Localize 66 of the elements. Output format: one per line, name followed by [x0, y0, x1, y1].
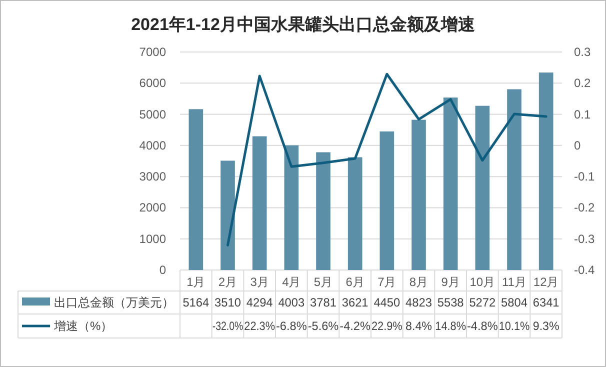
data-label: 8.4%	[406, 319, 433, 333]
y2-tick-label: 0.1	[574, 107, 592, 122]
data-label: -5.6%	[308, 319, 340, 333]
y2-tick-label: -0.1	[574, 170, 596, 184]
data-label: 3510	[214, 296, 242, 310]
data-label: 22.9%	[372, 319, 406, 333]
data-label: 14.8%	[435, 319, 470, 333]
bar	[475, 106, 490, 270]
data-label: 3621	[342, 296, 369, 310]
y-tick-label: 1000	[139, 232, 166, 246]
x-tick-label: 11月	[502, 275, 526, 289]
y-tick-label: 5000	[139, 107, 166, 122]
bar	[507, 89, 522, 270]
bar	[412, 120, 426, 270]
data-label: 4003	[278, 296, 305, 310]
data-label: -6.8%	[276, 319, 308, 333]
x-tick-label: 8月	[409, 275, 428, 289]
y-tick-label: 0	[159, 263, 166, 277]
data-label: 6341	[532, 296, 560, 310]
data-label: 4450	[374, 296, 400, 310]
data-label: 22.3%	[244, 319, 278, 333]
x-tick-label: 10月	[470, 275, 496, 289]
data-label: 4294	[246, 296, 274, 310]
data-label: 3781	[310, 296, 337, 310]
legend-label: 增速（%）	[53, 319, 113, 333]
bar	[188, 109, 204, 270]
bar	[538, 72, 554, 270]
bar	[220, 160, 235, 270]
x-tick-label: 6月	[346, 275, 364, 289]
y2-tick-label: 0	[574, 138, 581, 152]
bar	[284, 145, 299, 270]
y2-tick-label: 0.2	[574, 76, 592, 90]
data-label: -4.8%	[467, 319, 498, 333]
x-tick-label: 7月	[378, 275, 396, 289]
y-tick-label: 6000	[139, 76, 166, 90]
x-tick-label: 3月	[250, 275, 269, 289]
y2-tick-label: -0.2	[574, 200, 596, 215]
x-tick-label: 1月	[186, 275, 206, 289]
data-label: 10.1%	[498, 319, 533, 333]
data-label: -4.2%	[340, 319, 372, 333]
y2-tick-label: 0.3	[574, 45, 592, 59]
x-tick-label: 5月	[314, 275, 333, 289]
data-label: 5538	[437, 296, 464, 310]
bar	[380, 131, 394, 270]
x-tick-label: 12月	[533, 275, 559, 289]
legend-label: 出口总金额（万美元）	[54, 296, 174, 310]
y2-tick-label: -0.4	[574, 263, 596, 277]
x-tick-label: 9月	[441, 275, 460, 289]
bar	[252, 136, 267, 270]
y-tick-label: 4000	[139, 138, 166, 152]
bar	[348, 157, 362, 270]
y2-tick-label: -0.3	[574, 232, 596, 246]
x-tick-label: 2月	[218, 275, 238, 289]
data-label: 4823	[406, 296, 432, 310]
y-tick-label: 3000	[139, 170, 166, 184]
bar	[316, 152, 330, 270]
data-label: 9.3%	[532, 319, 560, 333]
data-label: 5804	[501, 296, 528, 310]
data-label: 5272	[469, 296, 496, 310]
chart-title: 2021年1-12月中国水果罐头出口总金额及增速	[131, 15, 475, 34]
line-series	[226, 72, 548, 246]
x-tick-label: 4月	[282, 275, 301, 289]
bar	[443, 98, 458, 270]
y-tick-label: 7000	[139, 45, 166, 59]
y-tick-label: 2000	[139, 200, 166, 215]
data-label: 5164	[182, 296, 210, 310]
